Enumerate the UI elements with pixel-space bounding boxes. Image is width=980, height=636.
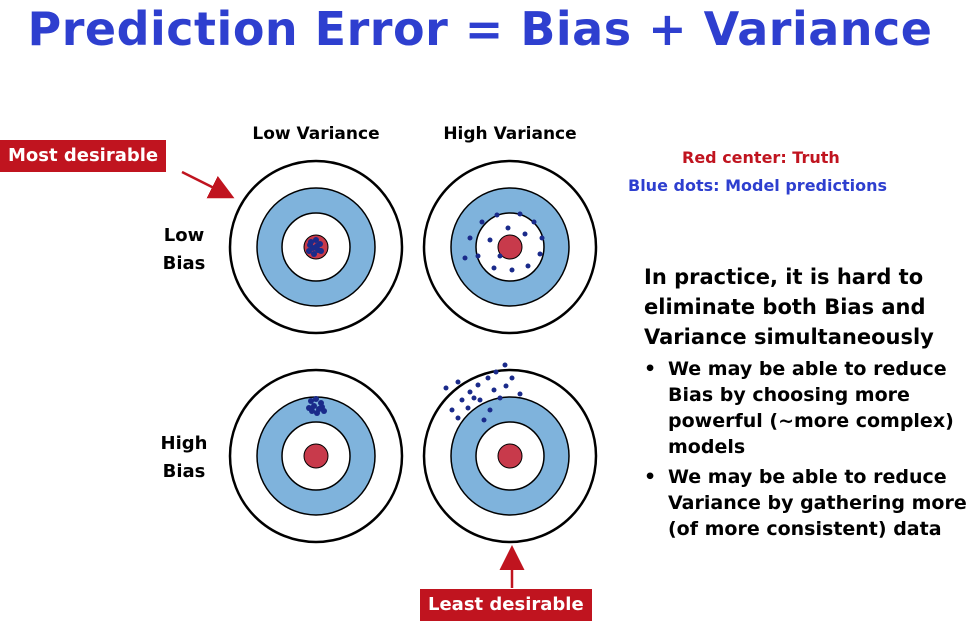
prediction-dots [443, 362, 523, 423]
row-label-high-bias-line1: High [160, 433, 208, 454]
practice-bullets: • We may be able to reduce Bias by choos… [644, 356, 974, 542]
bullet-symbol: • [644, 466, 657, 488]
page-title: Prediction Error = Bias + Variance [27, 2, 933, 56]
row-label-low-bias: Low Bias [144, 222, 224, 278]
least-desirable-tag: Least desirable [420, 589, 592, 621]
target-high-bias-high-variance [422, 362, 598, 544]
bullet-symbol: • [644, 358, 657, 380]
row-label-low-bias-line2: Bias [162, 253, 206, 274]
column-label-low-variance: Low Variance [252, 124, 380, 144]
list-item: • We may be able to reduce Variance by g… [644, 464, 974, 542]
target-high-bias-low-variance [228, 368, 404, 544]
bullet-text: We may be able to reduce Variance by gat… [668, 466, 967, 540]
target-low-bias-low-variance [228, 159, 404, 335]
prediction-dots [306, 396, 327, 416]
prediction-dots [462, 211, 545, 273]
target-low-bias-high-variance [422, 159, 598, 335]
bullet-text: We may be able to reduce Bias by choosin… [668, 358, 954, 458]
arrow-most-desirable [181, 170, 235, 199]
legend-red-center: Red center: Truth [682, 148, 840, 167]
legend-blue-dots: Blue dots: Model predictions [628, 176, 888, 195]
practice-heading: In practice, it is hard to eliminate bot… [644, 265, 934, 349]
row-label-high-bias-line2: Bias [162, 461, 206, 482]
row-label-low-bias-line1: Low [163, 225, 205, 246]
list-item: • We may be able to reduce Bias by choos… [644, 356, 974, 460]
practice-note: In practice, it is hard to eliminate bot… [644, 262, 974, 546]
row-label-high-bias: High Bias [144, 430, 224, 486]
most-desirable-tag: Most desirable [0, 140, 167, 172]
column-label-high-variance: High Variance [443, 124, 577, 144]
prediction-dots [306, 237, 324, 257]
